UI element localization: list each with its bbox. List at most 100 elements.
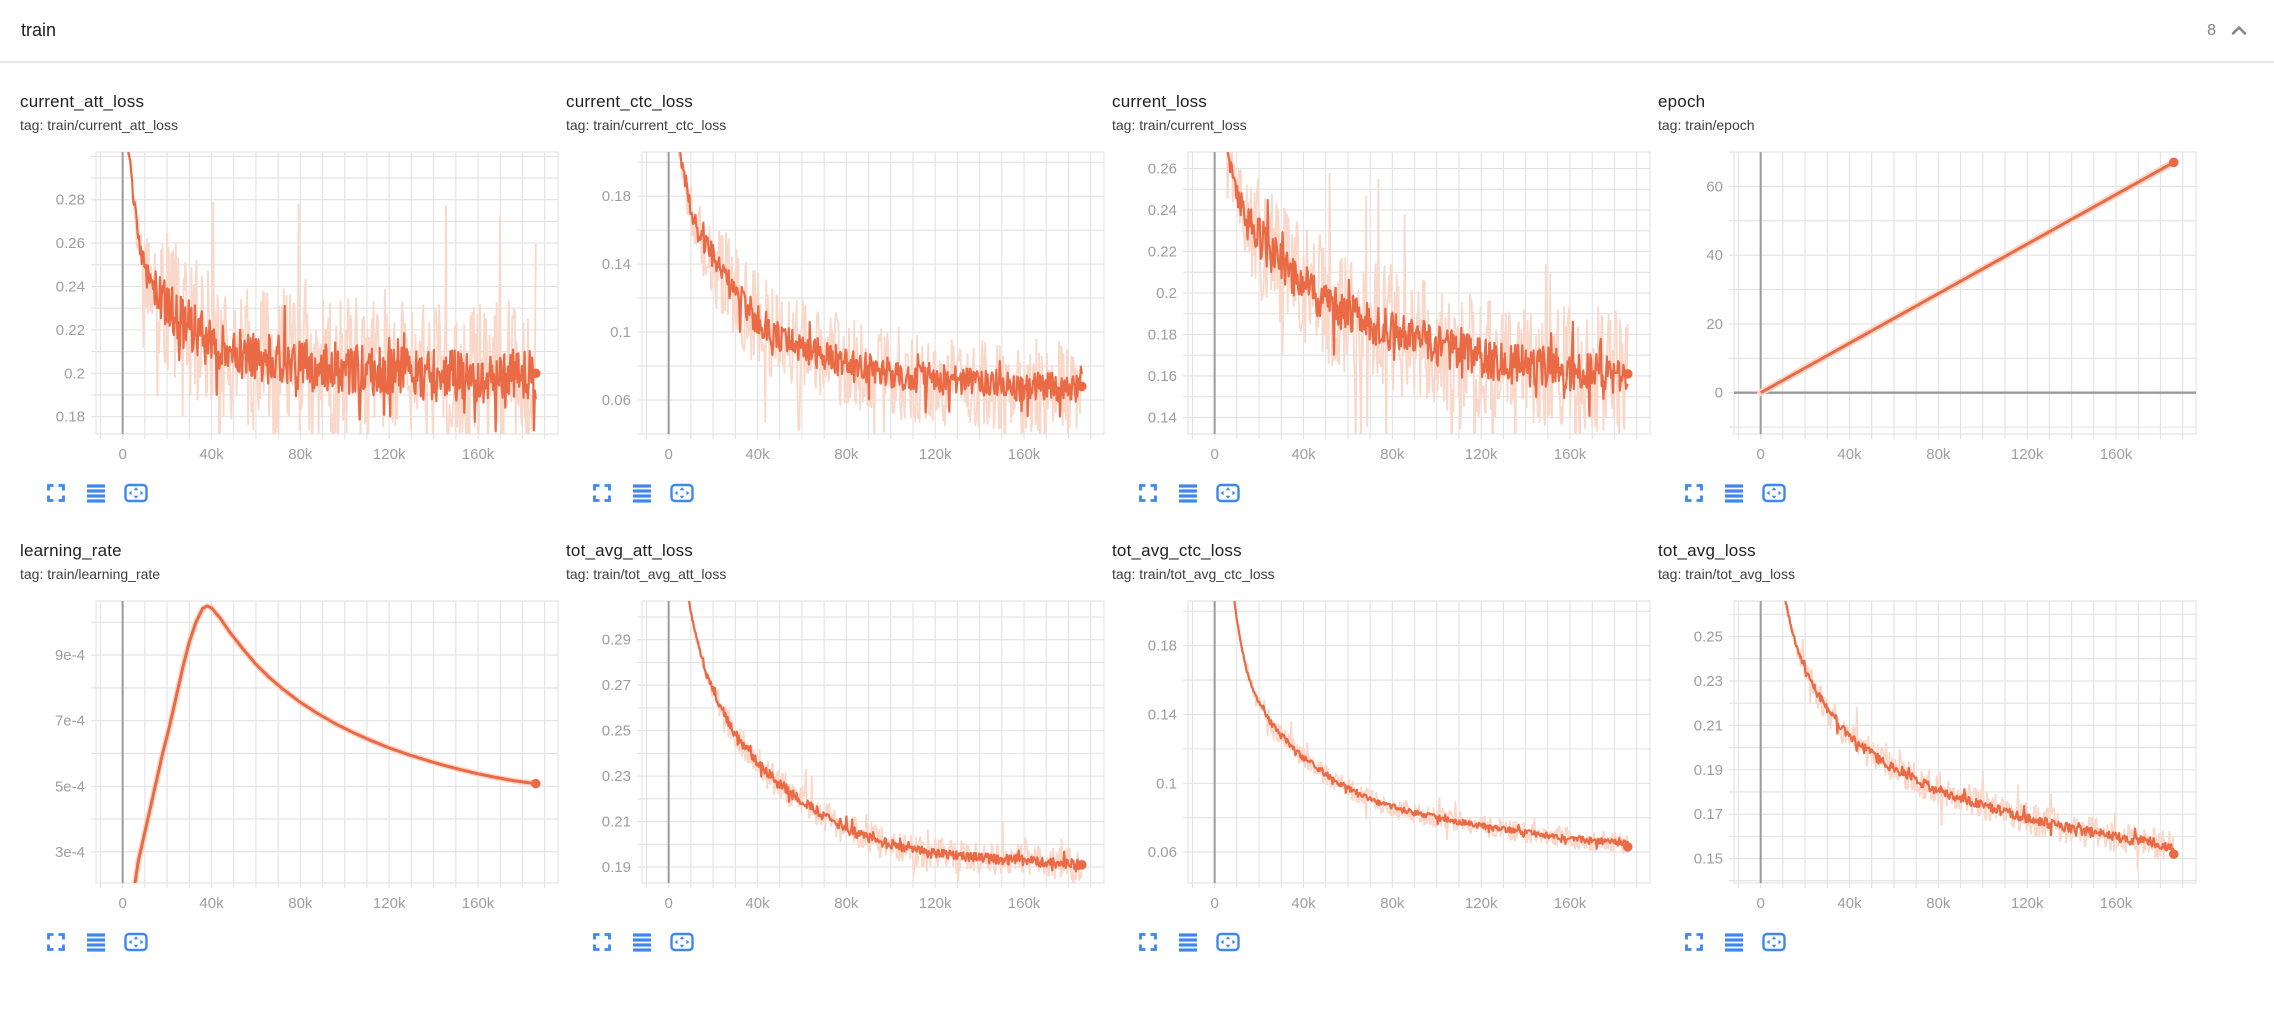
chart-card: current_ctc_loss tag: train/current_ctc_… xyxy=(566,63,1112,512)
chart-toolbar xyxy=(42,928,566,955)
svg-text:80k: 80k xyxy=(1926,446,1951,463)
svg-text:120k: 120k xyxy=(2011,446,2044,463)
chart-toolbar xyxy=(1134,479,1658,506)
fullscreen-button[interactable] xyxy=(42,479,69,506)
fullscreen-button[interactable] xyxy=(1680,479,1707,506)
svg-text:0.26: 0.26 xyxy=(56,235,85,252)
svg-text:5e-4: 5e-4 xyxy=(55,778,85,795)
run-section-header[interactable]: train 8 xyxy=(0,0,2274,63)
section-title: train xyxy=(21,20,57,40)
svg-text:20: 20 xyxy=(1706,316,1723,333)
data-series-button[interactable] xyxy=(1174,479,1201,506)
svg-text:40k: 40k xyxy=(745,446,770,463)
fullscreen-button[interactable] xyxy=(1680,928,1707,955)
chart-title: tot_avg_ctc_loss xyxy=(1112,541,1242,560)
svg-text:0.15: 0.15 xyxy=(1694,851,1723,868)
chart-toolbar xyxy=(1680,928,2204,955)
data-series-button[interactable] xyxy=(628,928,655,955)
fullscreen-icon xyxy=(1684,932,1703,951)
fullscreen-button[interactable] xyxy=(1134,479,1161,506)
chart-count-badge: 8 xyxy=(2207,21,2216,39)
fullscreen-button[interactable] xyxy=(588,479,615,506)
fullscreen-icon xyxy=(1138,483,1157,502)
data-series-button[interactable] xyxy=(628,479,655,506)
fit-domain-icon xyxy=(669,483,694,502)
data-series-button[interactable] xyxy=(1174,928,1201,955)
chart-toolbar xyxy=(42,479,566,506)
fullscreen-button[interactable] xyxy=(1134,928,1161,955)
svg-text:0.26: 0.26 xyxy=(1148,161,1177,178)
fit-domain-icon xyxy=(1761,483,1786,502)
fit-domain-button[interactable] xyxy=(122,928,149,955)
data-series-button[interactable] xyxy=(82,479,109,506)
svg-text:0: 0 xyxy=(118,446,126,463)
chart-title: current_att_loss xyxy=(20,92,145,111)
fit-domain-button[interactable] xyxy=(122,479,149,506)
fullscreen-icon xyxy=(46,483,65,502)
svg-text:80k: 80k xyxy=(1380,446,1405,463)
svg-text:0: 0 xyxy=(1756,895,1764,912)
fit-domain-icon xyxy=(123,932,148,951)
svg-text:0.1: 0.1 xyxy=(1156,775,1177,792)
fullscreen-button[interactable] xyxy=(588,928,615,955)
data-series-button[interactable] xyxy=(1720,928,1747,955)
line-chart[interactable]: 0 40k 80k 120k 160k 9e-4 7e-4 5e-4 3e-4 xyxy=(20,595,560,925)
line-chart[interactable]: 0 40k 80k 120k 160k 0.26 0.24 0.22 0.2 0.18 0.16 0.… xyxy=(1112,146,1652,476)
fit-domain-button[interactable] xyxy=(1214,928,1241,955)
svg-text:0.06: 0.06 xyxy=(602,392,631,409)
svg-text:0: 0 xyxy=(1210,895,1218,912)
svg-text:0.1: 0.1 xyxy=(610,324,631,341)
svg-text:0: 0 xyxy=(664,895,672,912)
collapse-section-button[interactable] xyxy=(2226,18,2252,44)
line-chart[interactable]: 0 40k 80k 120k 160k 0.18 0.14 0.1 0.06 xyxy=(1112,595,1652,925)
fit-domain-icon xyxy=(669,932,694,951)
chart-toolbar xyxy=(1134,928,1658,955)
chart-card: tot_avg_ctc_loss tag: train/tot_avg_ctc_… xyxy=(1112,512,1658,961)
data-series-icon xyxy=(1178,483,1197,503)
svg-text:0.18: 0.18 xyxy=(56,409,85,426)
svg-text:0.19: 0.19 xyxy=(1694,762,1723,779)
fit-domain-button[interactable] xyxy=(668,479,695,506)
chart-card: current_att_loss tag: train/current_att_… xyxy=(20,63,566,512)
fit-domain-button[interactable] xyxy=(1760,928,1787,955)
svg-text:120k: 120k xyxy=(373,895,406,912)
chart-tag: tag: train/tot_avg_ctc_loss xyxy=(1112,566,1275,582)
data-series-button[interactable] xyxy=(1720,479,1747,506)
data-series-button[interactable] xyxy=(82,928,109,955)
svg-text:160k: 160k xyxy=(1554,446,1587,463)
svg-text:0.25: 0.25 xyxy=(1694,629,1723,646)
svg-text:160k: 160k xyxy=(1008,895,1041,912)
fullscreen-icon xyxy=(1684,483,1703,502)
line-chart[interactable]: 0 40k 80k 120k 160k 0.28 0.26 0.24 0.22 0.2 0.18 xyxy=(20,146,560,476)
svg-text:0.27: 0.27 xyxy=(602,677,631,694)
svg-text:40k: 40k xyxy=(1291,446,1316,463)
svg-text:0.24: 0.24 xyxy=(56,278,85,295)
chart-tag: tag: train/current_ctc_loss xyxy=(566,117,727,133)
svg-text:160k: 160k xyxy=(2100,895,2133,912)
fullscreen-icon xyxy=(46,932,65,951)
svg-text:0.06: 0.06 xyxy=(1148,844,1177,861)
chart-card: learning_rate tag: train/learning_rate 0… xyxy=(20,512,566,961)
fullscreen-icon xyxy=(1138,932,1157,951)
fit-domain-button[interactable] xyxy=(668,928,695,955)
svg-text:120k: 120k xyxy=(1465,446,1498,463)
svg-text:0.14: 0.14 xyxy=(1148,706,1177,723)
svg-text:0.28: 0.28 xyxy=(56,192,85,209)
svg-text:0: 0 xyxy=(118,895,126,912)
chart-tag: tag: train/learning_rate xyxy=(20,566,161,582)
line-chart[interactable]: 0 40k 80k 120k 160k 0.18 0.14 0.1 0.06 xyxy=(566,146,1106,476)
svg-text:0.16: 0.16 xyxy=(1148,368,1177,385)
svg-text:160k: 160k xyxy=(462,895,495,912)
svg-text:80k: 80k xyxy=(1380,895,1405,912)
line-chart[interactable]: 0 40k 80k 120k 160k 60 40 20 0 xyxy=(1658,146,2198,476)
line-chart[interactable]: 0 40k 80k 120k 160k 0.25 0.23 0.21 0.19 0.17 0.15 xyxy=(1658,595,2198,925)
svg-text:0.25: 0.25 xyxy=(602,723,631,740)
svg-text:0: 0 xyxy=(664,446,672,463)
fit-domain-button[interactable] xyxy=(1214,479,1241,506)
fit-domain-button[interactable] xyxy=(1760,479,1787,506)
svg-text:60: 60 xyxy=(1706,178,1723,195)
line-chart[interactable]: 0 40k 80k 120k 160k 0.29 0.27 0.25 0.23 0.21 0.19 xyxy=(566,595,1106,925)
svg-text:160k: 160k xyxy=(462,446,495,463)
fullscreen-button[interactable] xyxy=(42,928,69,955)
svg-text:0.14: 0.14 xyxy=(1148,409,1177,426)
